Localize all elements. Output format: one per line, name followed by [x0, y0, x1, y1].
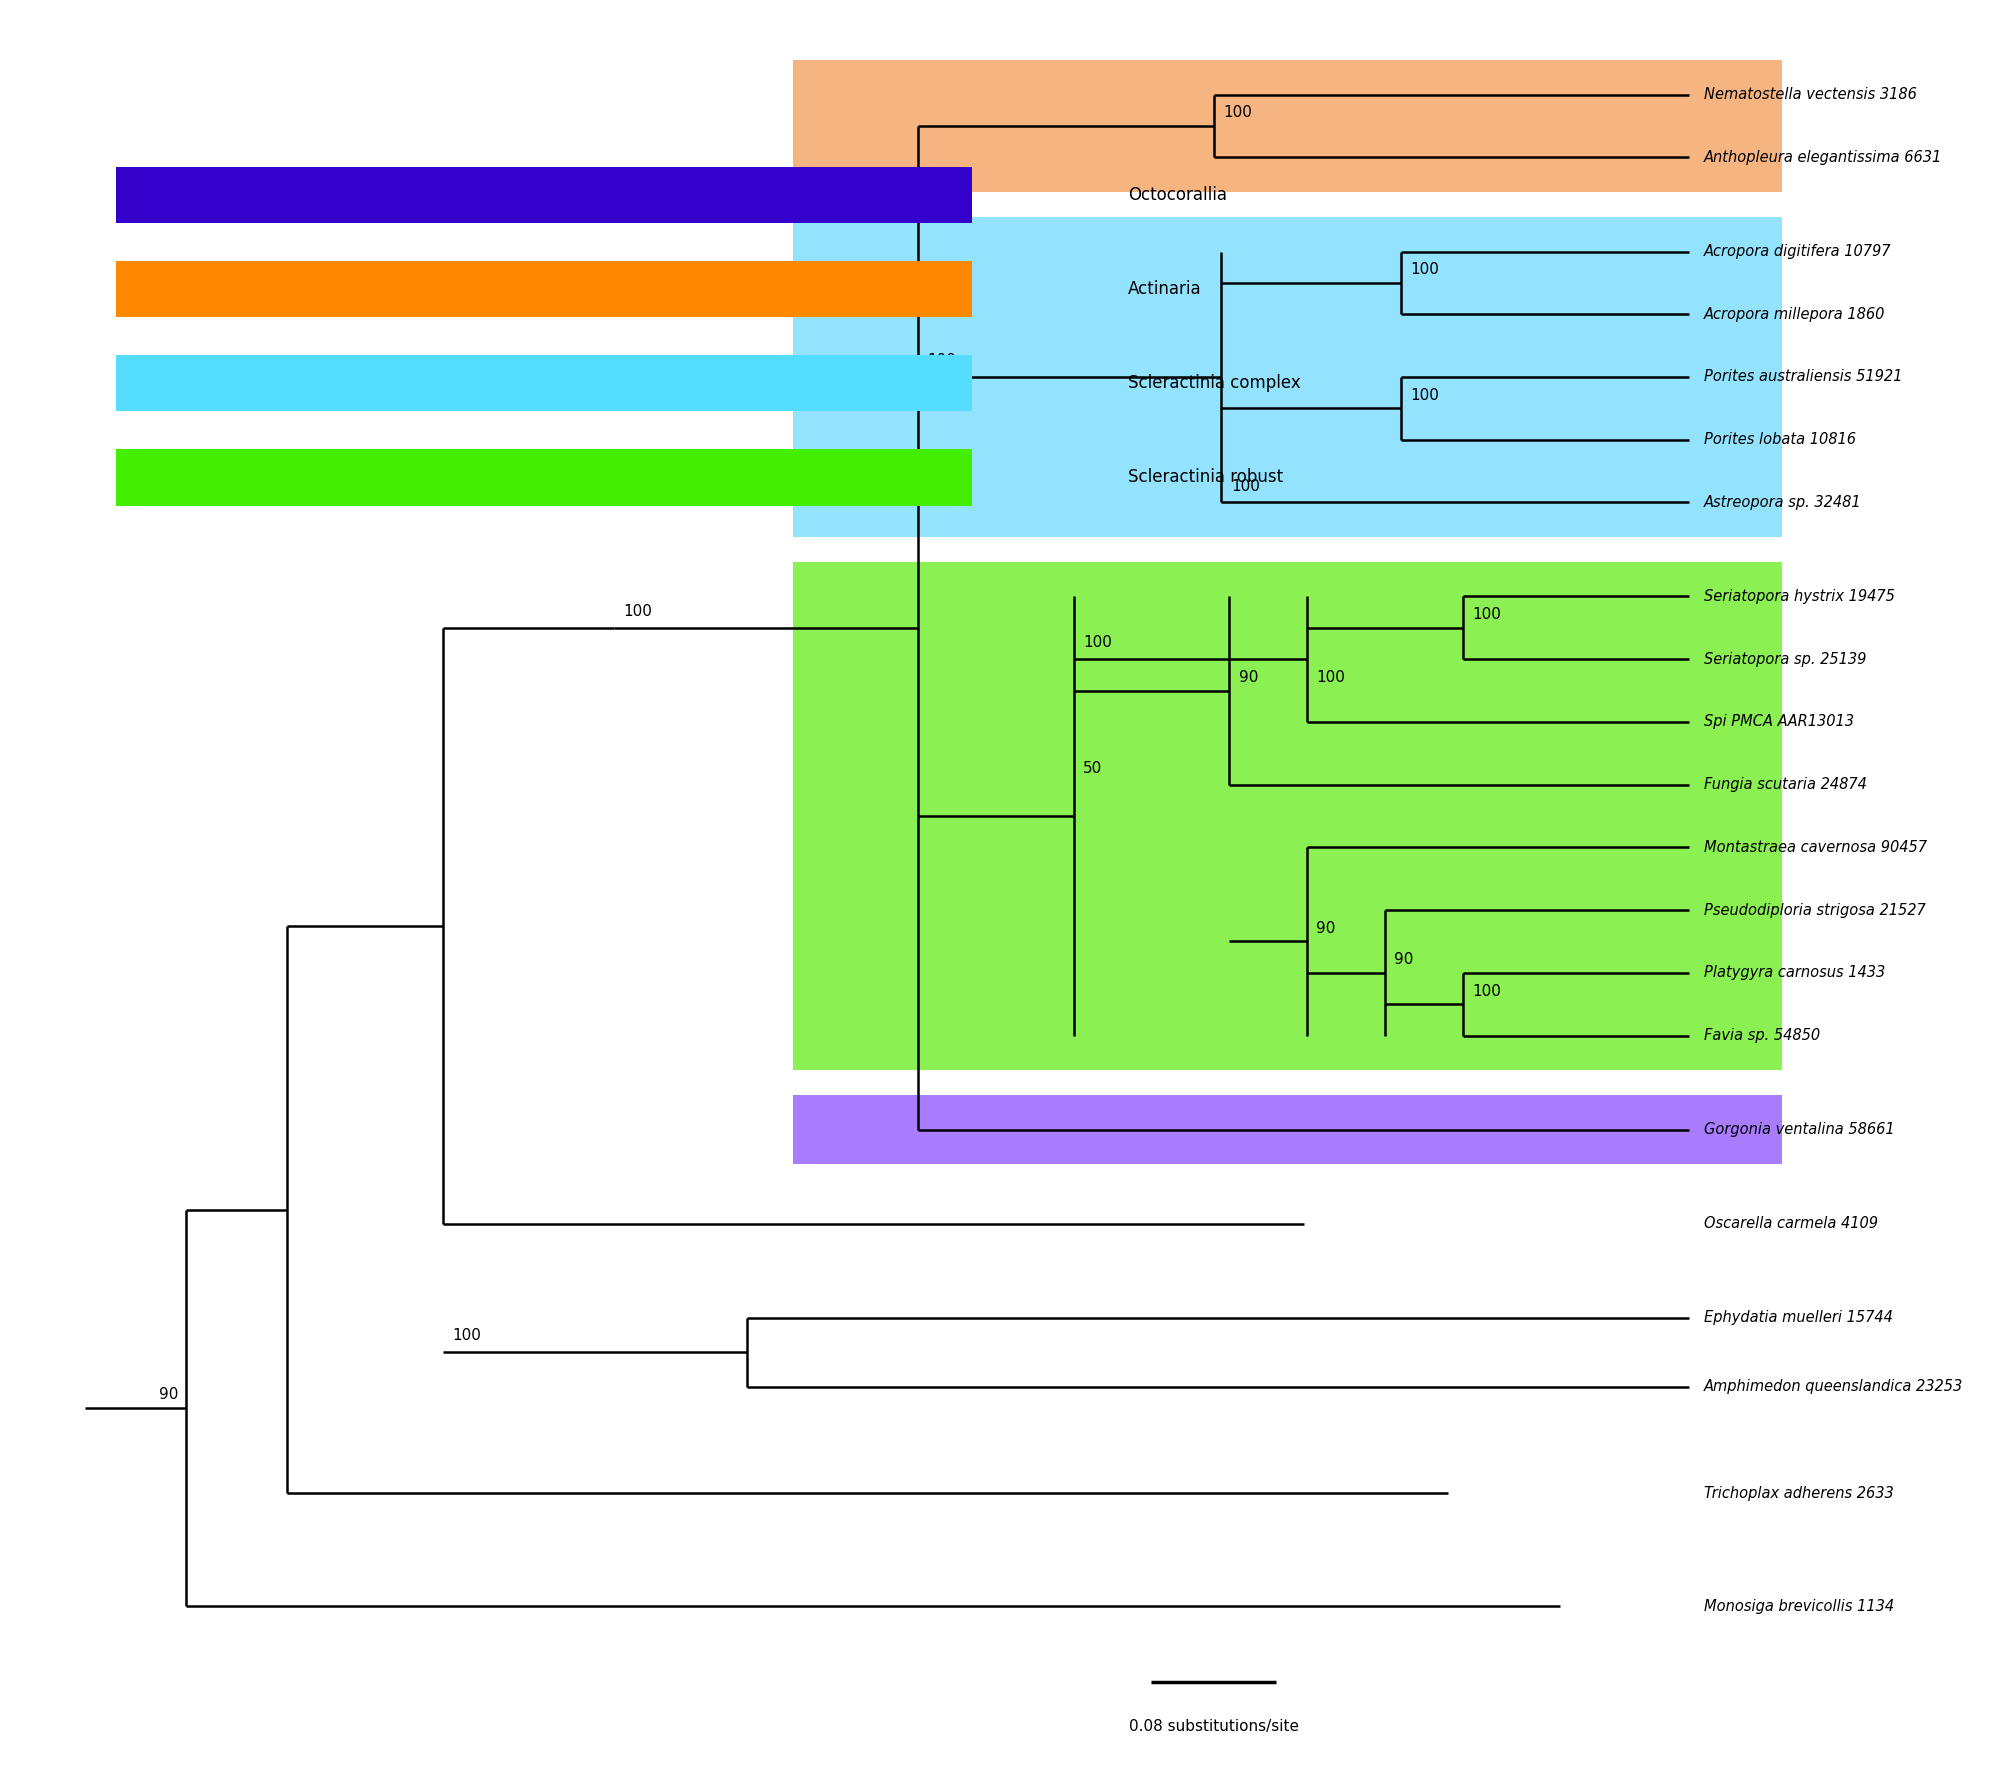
Text: Nematostella vectensis 3186: Nematostella vectensis 3186	[1703, 87, 1916, 103]
Text: Monosiga brevicollis 1134: Monosiga brevicollis 1134	[1703, 1598, 1894, 1614]
FancyBboxPatch shape	[792, 218, 1782, 536]
Text: 0.08 substitutions/site: 0.08 substitutions/site	[1128, 1719, 1299, 1735]
Text: Platygyra carnosus 1433: Platygyra carnosus 1433	[1703, 965, 1886, 981]
FancyBboxPatch shape	[117, 260, 973, 317]
Text: 100: 100	[1472, 984, 1500, 998]
Text: 90: 90	[1317, 920, 1335, 936]
Text: Seriatopora sp. 25139: Seriatopora sp. 25139	[1703, 651, 1866, 667]
Text: Octocorallia: Octocorallia	[1128, 186, 1227, 204]
FancyBboxPatch shape	[792, 563, 1782, 1071]
Text: Porites lobata 10816: Porites lobata 10816	[1703, 432, 1856, 448]
Text: Pseudodiploria strigosa 21527: Pseudodiploria strigosa 21527	[1703, 903, 1927, 917]
Text: Trichoplax adherens 2633: Trichoplax adherens 2633	[1703, 1485, 1894, 1501]
Text: Amphimedon queenslandica 23253: Amphimedon queenslandica 23253	[1703, 1379, 1963, 1395]
Text: Fungia scutaria 24874: Fungia scutaria 24874	[1703, 777, 1866, 793]
Text: Acropora digitifera 10797: Acropora digitifera 10797	[1703, 244, 1892, 258]
FancyBboxPatch shape	[792, 60, 1782, 191]
Text: Gorgonia ventalina 58661: Gorgonia ventalina 58661	[1703, 1122, 1894, 1136]
Text: 100: 100	[927, 354, 955, 368]
Text: Astreopora sp. 32481: Astreopora sp. 32481	[1703, 496, 1862, 510]
FancyBboxPatch shape	[117, 356, 973, 411]
Text: 100: 100	[1317, 669, 1345, 685]
Text: Actinaria: Actinaria	[1128, 280, 1203, 297]
Text: 100: 100	[1410, 388, 1438, 404]
Text: Scleractinia robust: Scleractinia robust	[1128, 469, 1283, 487]
FancyBboxPatch shape	[117, 166, 973, 223]
Text: Ephydatia muelleri 15744: Ephydatia muelleri 15744	[1703, 1310, 1892, 1326]
Text: 100: 100	[1082, 635, 1112, 650]
Text: Anthopleura elegantissima 6631: Anthopleura elegantissima 6631	[1703, 150, 1943, 165]
Text: 100: 100	[452, 1329, 481, 1343]
Text: Spi PMCA AAR13013: Spi PMCA AAR13013	[1703, 715, 1854, 729]
Text: Scleractinia complex: Scleractinia complex	[1128, 373, 1301, 393]
Text: 100: 100	[1223, 106, 1253, 120]
Text: Oscarella carmela 4109: Oscarella carmela 4109	[1703, 1216, 1878, 1232]
Text: Favia sp. 54850: Favia sp. 54850	[1703, 1028, 1820, 1043]
Text: 100: 100	[1231, 478, 1259, 494]
Text: 90: 90	[1239, 669, 1259, 685]
Text: Acropora millepora 1860: Acropora millepora 1860	[1703, 306, 1886, 322]
Text: 100: 100	[623, 604, 652, 620]
Text: 90: 90	[159, 1388, 179, 1402]
Text: 50: 50	[1082, 761, 1102, 775]
FancyBboxPatch shape	[117, 450, 973, 506]
Text: 100: 100	[1410, 262, 1438, 278]
Text: Seriatopora hystrix 19475: Seriatopora hystrix 19475	[1703, 589, 1894, 604]
Text: 100: 100	[1472, 607, 1500, 623]
Text: Porites australiensis 51921: Porites australiensis 51921	[1703, 370, 1902, 384]
FancyBboxPatch shape	[792, 1096, 1782, 1165]
Text: 90: 90	[1394, 952, 1414, 966]
Text: Montastraea cavernosa 90457: Montastraea cavernosa 90457	[1703, 841, 1927, 855]
